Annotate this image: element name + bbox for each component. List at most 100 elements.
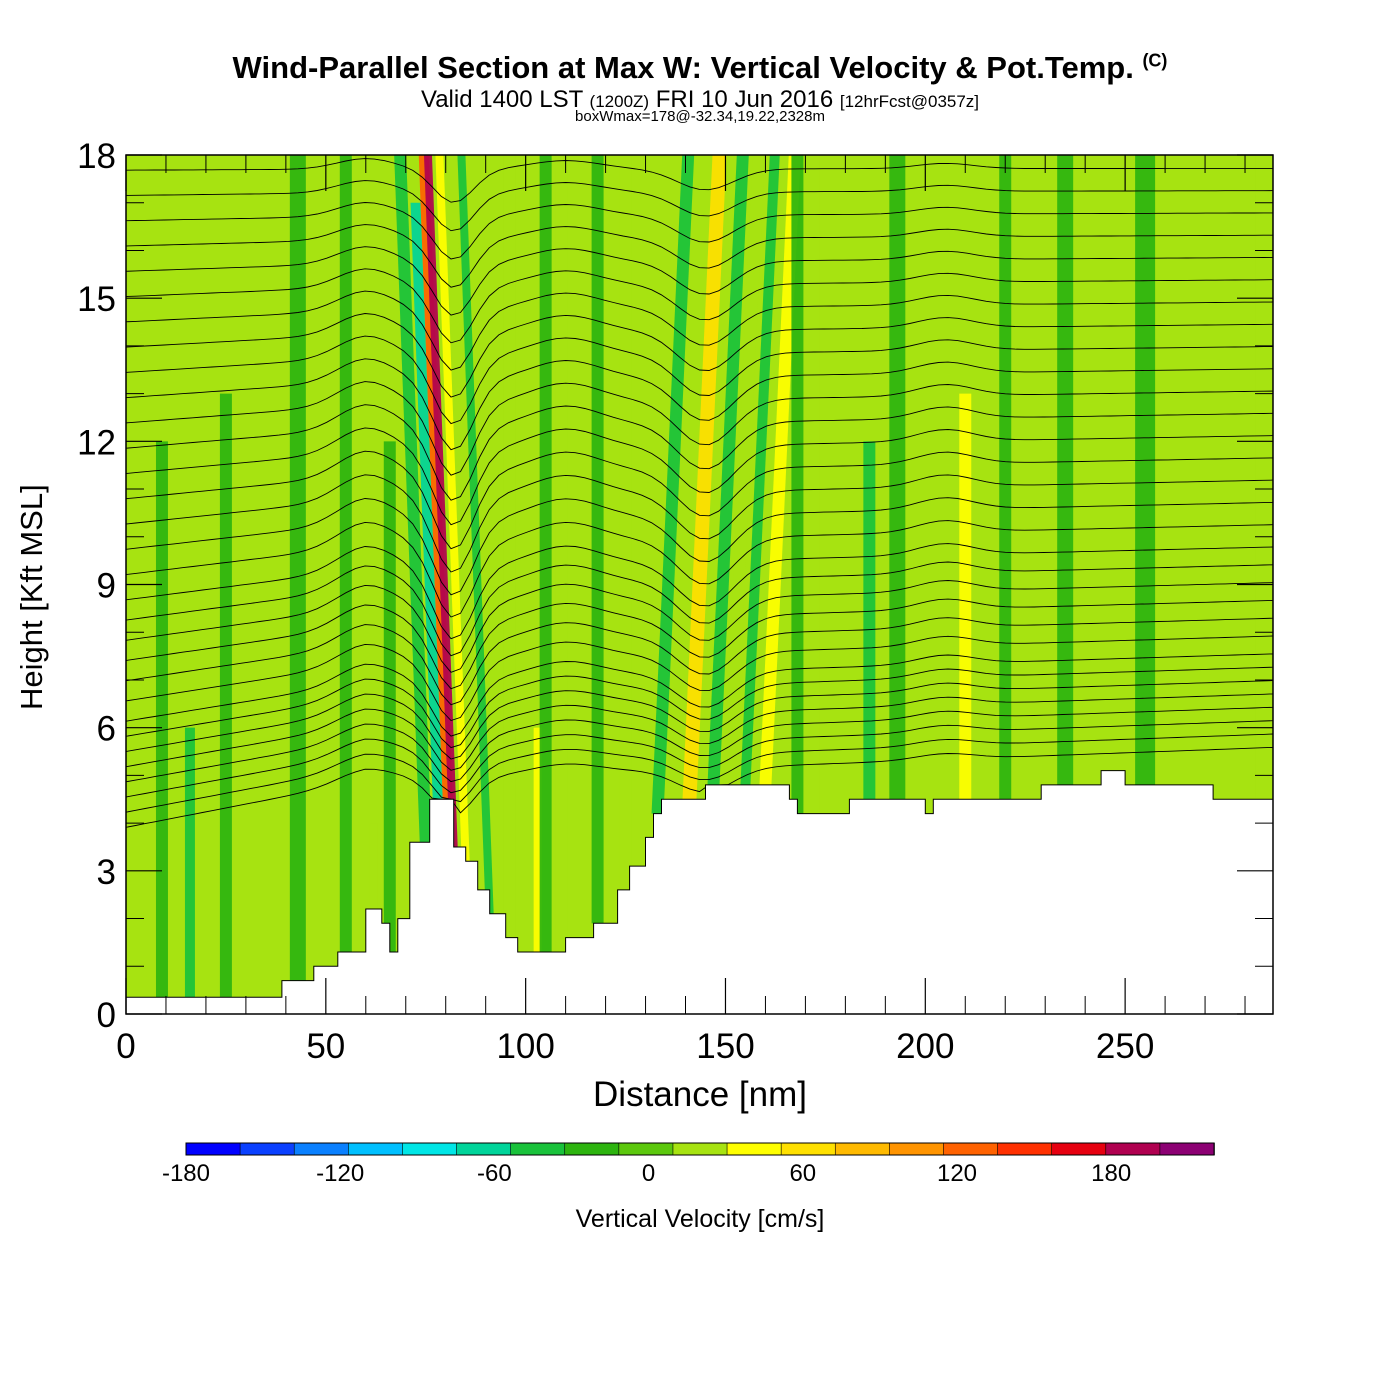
isentrope-line xyxy=(126,497,1273,596)
terrain-mask xyxy=(126,770,1273,1014)
isentrope-line xyxy=(126,598,1273,690)
velocity-band xyxy=(289,155,306,981)
velocity-band xyxy=(1135,155,1156,785)
isentrope-line xyxy=(126,580,1273,673)
zulu-time: (1200Z) xyxy=(589,92,650,111)
isentrope-line xyxy=(126,733,1273,813)
isentrope-line xyxy=(126,543,1273,640)
isentrope-line xyxy=(126,404,1273,501)
isentrope-line xyxy=(126,335,1273,425)
isentrope-line xyxy=(126,268,1273,344)
colorbar-swatch xyxy=(997,1142,1053,1156)
velocity-band xyxy=(999,155,1012,800)
velocity-band xyxy=(591,155,604,924)
isentrope-line xyxy=(126,474,1273,573)
isentrope-line xyxy=(126,520,1273,618)
y-tick-label: 6 xyxy=(97,710,116,749)
isentrope-line xyxy=(126,202,1273,260)
velocity-band xyxy=(1243,155,1256,800)
velocity-band xyxy=(423,155,458,847)
velocity-band xyxy=(707,155,749,785)
x-tick-label: 200 xyxy=(896,1027,954,1066)
isentrope-line xyxy=(126,653,1273,737)
isentrope-line xyxy=(126,720,1273,798)
isentrope-line xyxy=(126,180,1273,232)
forecast-info: [12hrFcst@0357z] xyxy=(839,92,980,111)
velocity-band xyxy=(723,155,765,785)
velocity-band xyxy=(619,155,632,890)
isentrope-line xyxy=(126,617,1273,706)
colorbar-swatch xyxy=(456,1142,512,1156)
y-tick-label: 3 xyxy=(97,853,116,892)
velocity-band xyxy=(155,441,168,998)
colorbar-tick-label: 60 xyxy=(789,1160,816,1187)
colorbar-swatch xyxy=(564,1142,620,1156)
isentrope-line xyxy=(126,746,1273,828)
velocity-band xyxy=(863,441,876,800)
chart-subtitle: Valid 1400 LST (1200Z) FRI 10 Jun 2016 [… xyxy=(0,86,1400,114)
isentrope-line xyxy=(126,561,1273,657)
velocity-band xyxy=(682,155,727,800)
colorbar-tick-label: -180 xyxy=(162,1160,210,1187)
valid-time: Valid 1400 LST xyxy=(420,86,583,113)
velocity-band xyxy=(889,155,906,800)
colorbar-swatch xyxy=(672,1142,728,1156)
isentrope-line xyxy=(126,358,1273,451)
copyright-mark: (C) xyxy=(1142,50,1168,71)
colorbar-swatch xyxy=(618,1142,674,1156)
colorbar-tick-label: -60 xyxy=(477,1160,512,1187)
isentrope-line xyxy=(126,450,1273,550)
colorbar-swatch xyxy=(1051,1142,1107,1156)
velocity-band xyxy=(759,155,801,785)
colorbar-swatch xyxy=(780,1142,837,1156)
colorbar-swatch xyxy=(402,1142,458,1156)
colorbar-swatch xyxy=(726,1142,782,1156)
isentrope-line xyxy=(126,246,1273,316)
colorbar-swatch xyxy=(293,1142,350,1156)
isentrope-line xyxy=(126,666,1273,749)
colorbar-swatch xyxy=(889,1142,945,1156)
isentrope-line xyxy=(126,706,1273,783)
velocity-band xyxy=(369,823,378,910)
colorbar-swatch xyxy=(943,1142,999,1156)
colorbar-tick-label: -120 xyxy=(316,1160,364,1187)
y-axis-label-text: Height [Kft MSL] xyxy=(14,484,49,710)
isentrope-line xyxy=(126,381,1273,476)
velocity-band xyxy=(383,441,396,952)
plot-area xyxy=(126,155,1273,1014)
x-tick-label: 50 xyxy=(306,1027,345,1066)
isentrope-line xyxy=(126,313,1273,398)
axes: 0 3 6 9 12 15 18 0 50 100 150 200 250 xyxy=(77,137,1273,1066)
velocity-band xyxy=(651,155,695,814)
velocity-bands xyxy=(155,155,1256,998)
colorbar-label: Vertical Velocity [cm/s] xyxy=(575,1205,825,1233)
colorbar-swatch xyxy=(510,1142,566,1156)
velocity-band xyxy=(457,155,494,914)
chart-title: Wind-Parallel Section at Max W: Vertical… xyxy=(0,50,1400,86)
x-tick-label: 150 xyxy=(696,1027,754,1066)
colorbar-tick-label: 0 xyxy=(642,1160,655,1187)
y-tick-label: 9 xyxy=(97,567,116,606)
velocity-band xyxy=(819,155,832,814)
isentrope-line xyxy=(126,427,1273,526)
colorbar-swatch xyxy=(348,1142,404,1156)
boxwmax-info: boxWmax=178@-32.34,19.22,2328m xyxy=(575,108,825,125)
chart-title-text: Wind-Parallel Section at Max W: Vertical… xyxy=(232,50,1134,85)
velocity-band xyxy=(445,155,483,890)
isentrope-line xyxy=(126,680,1273,760)
velocity-band xyxy=(219,393,232,998)
velocity-band xyxy=(555,155,568,952)
colorbar-frame xyxy=(185,1142,1215,1156)
colorbar-swatch xyxy=(1105,1142,1161,1156)
colorbar-swatch xyxy=(239,1142,296,1156)
isentrope-line xyxy=(126,290,1273,371)
y-tick-label: 12 xyxy=(77,423,116,462)
velocity-band xyxy=(1057,155,1074,785)
y-tick-label: 18 xyxy=(77,137,116,176)
x-tick-label: 0 xyxy=(116,1027,135,1066)
velocity-band xyxy=(503,155,516,938)
y-tick-label: 0 xyxy=(97,996,116,1035)
x-tick-label: 100 xyxy=(496,1027,554,1066)
valid-date: FRI 10 Jun 2016 xyxy=(655,86,834,113)
